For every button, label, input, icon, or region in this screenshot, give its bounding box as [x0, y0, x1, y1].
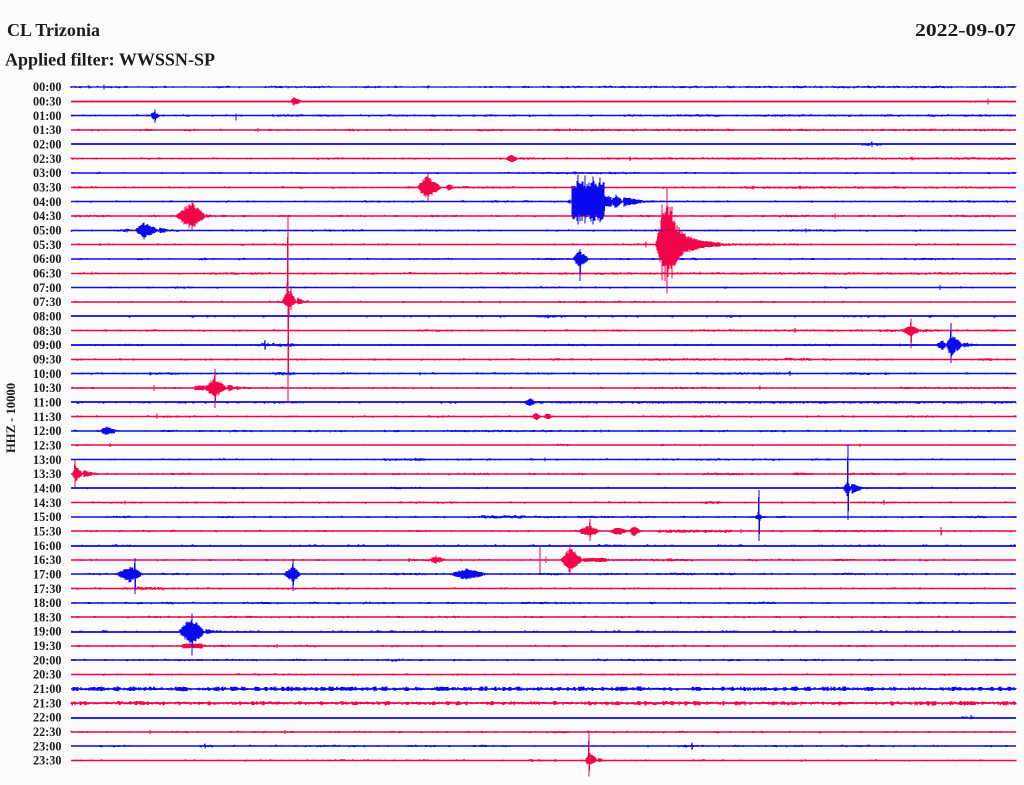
svg-text:HHZ - 10000: HHZ - 10000	[4, 383, 18, 453]
svg-text:07:00: 07:00	[33, 281, 62, 295]
svg-text:2022-09-07: 2022-09-07	[915, 20, 1016, 40]
svg-text:12:30: 12:30	[33, 439, 62, 453]
svg-text:00:00: 00:00	[33, 80, 62, 94]
svg-text:18:30: 18:30	[33, 611, 62, 625]
svg-text:05:30: 05:30	[33, 238, 62, 252]
svg-text:05:00: 05:00	[33, 224, 62, 238]
svg-text:03:00: 03:00	[33, 166, 62, 180]
svg-text:09:30: 09:30	[33, 353, 62, 367]
svg-text:08:30: 08:30	[33, 324, 62, 338]
svg-text:01:30: 01:30	[33, 123, 62, 137]
svg-text:Applied filter: WWSSN-SP: Applied filter: WWSSN-SP	[5, 50, 215, 70]
svg-text:14:00: 14:00	[33, 482, 62, 496]
svg-text:23:30: 23:30	[33, 754, 62, 768]
svg-text:10:30: 10:30	[33, 381, 62, 395]
svg-text:19:00: 19:00	[33, 625, 62, 639]
svg-text:21:00: 21:00	[33, 682, 62, 696]
svg-text:19:30: 19:30	[33, 639, 62, 653]
svg-text:20:30: 20:30	[33, 668, 62, 682]
svg-text:15:30: 15:30	[33, 525, 62, 539]
svg-text:16:30: 16:30	[33, 553, 62, 567]
svg-text:16:00: 16:00	[33, 539, 62, 553]
svg-text:06:00: 06:00	[33, 252, 62, 266]
svg-text:22:30: 22:30	[33, 725, 62, 739]
svg-text:18:00: 18:00	[33, 596, 62, 610]
svg-text:00:30: 00:30	[33, 95, 62, 109]
svg-text:02:00: 02:00	[33, 138, 62, 152]
svg-text:20:00: 20:00	[33, 654, 62, 668]
svg-text:12:00: 12:00	[33, 424, 62, 438]
svg-text:23:00: 23:00	[33, 740, 62, 754]
svg-text:07:30: 07:30	[33, 295, 62, 309]
svg-text:CL Trizonia: CL Trizonia	[7, 20, 100, 40]
svg-text:06:30: 06:30	[33, 267, 62, 281]
svg-text:17:00: 17:00	[33, 568, 62, 582]
svg-text:03:30: 03:30	[33, 181, 62, 195]
svg-text:22:00: 22:00	[33, 711, 62, 725]
svg-text:13:30: 13:30	[33, 467, 62, 481]
svg-text:13:00: 13:00	[33, 453, 62, 467]
svg-text:04:30: 04:30	[33, 209, 62, 223]
svg-text:04:00: 04:00	[33, 195, 62, 209]
svg-text:11:00: 11:00	[33, 396, 62, 410]
svg-text:09:00: 09:00	[33, 338, 62, 352]
svg-text:11:30: 11:30	[33, 410, 62, 424]
svg-text:17:30: 17:30	[33, 582, 62, 596]
svg-text:15:00: 15:00	[33, 510, 62, 524]
svg-text:01:00: 01:00	[33, 109, 62, 123]
svg-text:10:00: 10:00	[33, 367, 62, 381]
svg-text:08:00: 08:00	[33, 310, 62, 324]
svg-text:14:30: 14:30	[33, 496, 62, 510]
svg-text:02:30: 02:30	[33, 152, 62, 166]
svg-text:21:30: 21:30	[33, 697, 62, 711]
